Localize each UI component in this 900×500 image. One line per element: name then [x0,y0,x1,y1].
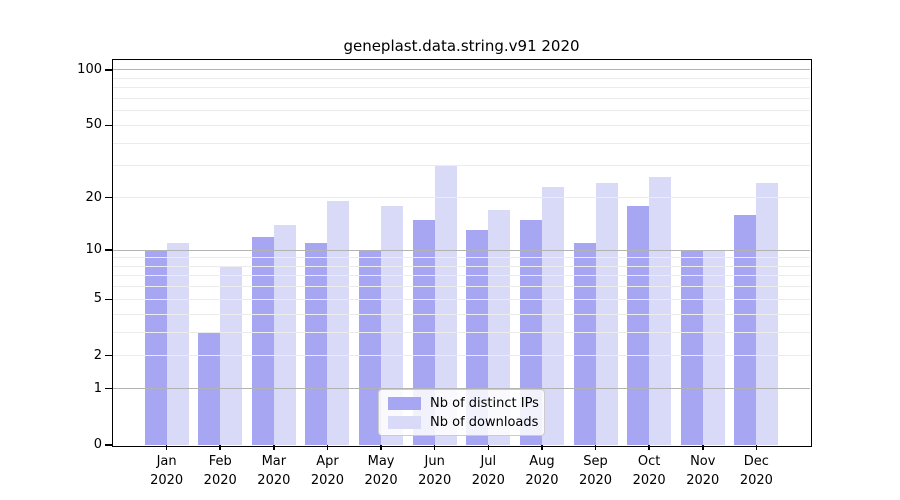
y-tick-2 [104,354,112,357]
legend-item-downloads: Nb of downloads [388,414,539,430]
bar-downloads-oct [649,177,672,445]
y-tick-1 [104,387,112,390]
y-tick-0 [104,444,112,446]
y-tick-100 [104,69,112,71]
y-label-0: 0 [93,437,102,452]
y-tick-50 [104,124,112,127]
bar-downloads-jul [488,210,511,445]
gridline-minor-80 [113,87,810,89]
gridline-minor-30 [113,165,810,167]
gridline-minor-60 [113,110,810,112]
gridline-minor-4 [113,313,810,315]
y-tick-20 [104,196,112,199]
x-label-feb: Feb 2020 [203,454,237,488]
bar-distinct-ips-may [359,250,382,445]
x-label-jul: Jul 2020 [471,454,505,488]
legend-swatch-distinct-ips [388,396,421,410]
bar-downloads-may [381,205,404,445]
legend-label-distinct-ips: Nb of distinct IPs [430,395,539,411]
x-label-apr: Apr 2020 [310,454,344,488]
y-label-100: 100 [77,61,102,77]
legend: Nb of distinct IPs Nb of downloads [378,389,545,436]
y-tick-10 [104,249,112,251]
x-label-aug: Aug 2020 [525,454,559,488]
x-label-jun: Jun 2020 [418,454,452,488]
x-tick-jul [487,445,490,450]
gridline-minor-3 [113,331,810,333]
gridline-major-10 [113,249,810,251]
y-tick-5 [104,298,112,301]
bar-distinct-ips-oct [627,205,650,445]
x-label-sep: Sep 2020 [578,454,613,488]
bar-downloads-apr [327,201,350,445]
bar-distinct-ips-mar [251,236,274,445]
bar-downloads-jan [166,243,189,445]
gridline-minor-90 [113,77,810,79]
x-tick-jan [165,445,168,450]
bar-downloads-jun [434,165,457,445]
x-tick-feb [219,445,221,450]
gridline-minor-5 [113,298,810,300]
gridline-minor-2 [113,355,810,357]
x-label-mar: Mar 2020 [257,454,291,488]
x-tick-sep [594,445,597,450]
gridline-major-100 [113,69,810,71]
x-label-nov: Nov 2020 [686,454,720,488]
x-label-jan: Jan 2020 [150,454,184,488]
gridline-minor-70 [113,97,810,99]
plot-area [113,60,810,445]
bar-downloads-mar [273,224,296,445]
bar-distinct-ips-nov [680,250,703,445]
x-tick-may [380,445,382,450]
bar-distinct-ips-dec [734,214,757,445]
x-tick-oct [648,445,650,450]
bar-downloads-nov [702,250,725,445]
x-tick-mar [273,445,275,450]
gridline-minor-50 [113,124,810,126]
legend-swatch-downloads [388,415,421,429]
x-tick-nov [702,445,704,450]
x-tick-aug [541,445,543,450]
legend-label-downloads: Nb of downloads [430,414,539,430]
chart-title: geneplast.data.string.v91 2020 [343,37,580,55]
gridline-minor-8 [113,265,810,267]
gridline-minor-9 [113,257,810,259]
gridline-minor-40 [113,142,810,144]
x-label-dec: Dec 2020 [739,454,773,488]
legend-item-distinct-ips: Nb of distinct IPs [388,396,539,411]
y-label-2: 2 [93,347,102,363]
y-label-50: 50 [85,117,102,133]
y-label-1: 1 [93,380,102,396]
x-label-may: May 2020 [364,454,398,488]
y-label-10: 10 [85,242,102,258]
bar-distinct-ips-jan [144,250,167,445]
bar-distinct-ips-apr [305,243,328,445]
gridline-minor-20 [113,197,810,198]
x-tick-jun [433,445,436,450]
bar-distinct-ips-sep [573,243,596,445]
x-label-oct: Oct 2020 [632,454,666,488]
y-label-5: 5 [93,291,102,307]
gridline-minor-7 [113,275,810,277]
y-label-20: 20 [85,189,102,205]
bar-downloads-aug [541,186,564,445]
gridline-minor-6 [113,286,810,288]
x-tick-apr [326,445,329,450]
x-tick-dec [755,445,758,450]
gridline-major-1 [113,388,810,390]
